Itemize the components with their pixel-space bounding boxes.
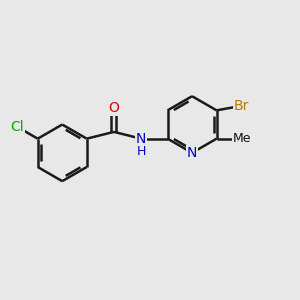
Text: Cl: Cl (10, 120, 24, 134)
Text: H: H (136, 145, 146, 158)
Text: N: N (136, 132, 146, 146)
Text: O: O (109, 101, 119, 115)
Text: Br: Br (234, 99, 249, 113)
Text: Me: Me (232, 132, 251, 145)
Text: N: N (187, 146, 197, 160)
